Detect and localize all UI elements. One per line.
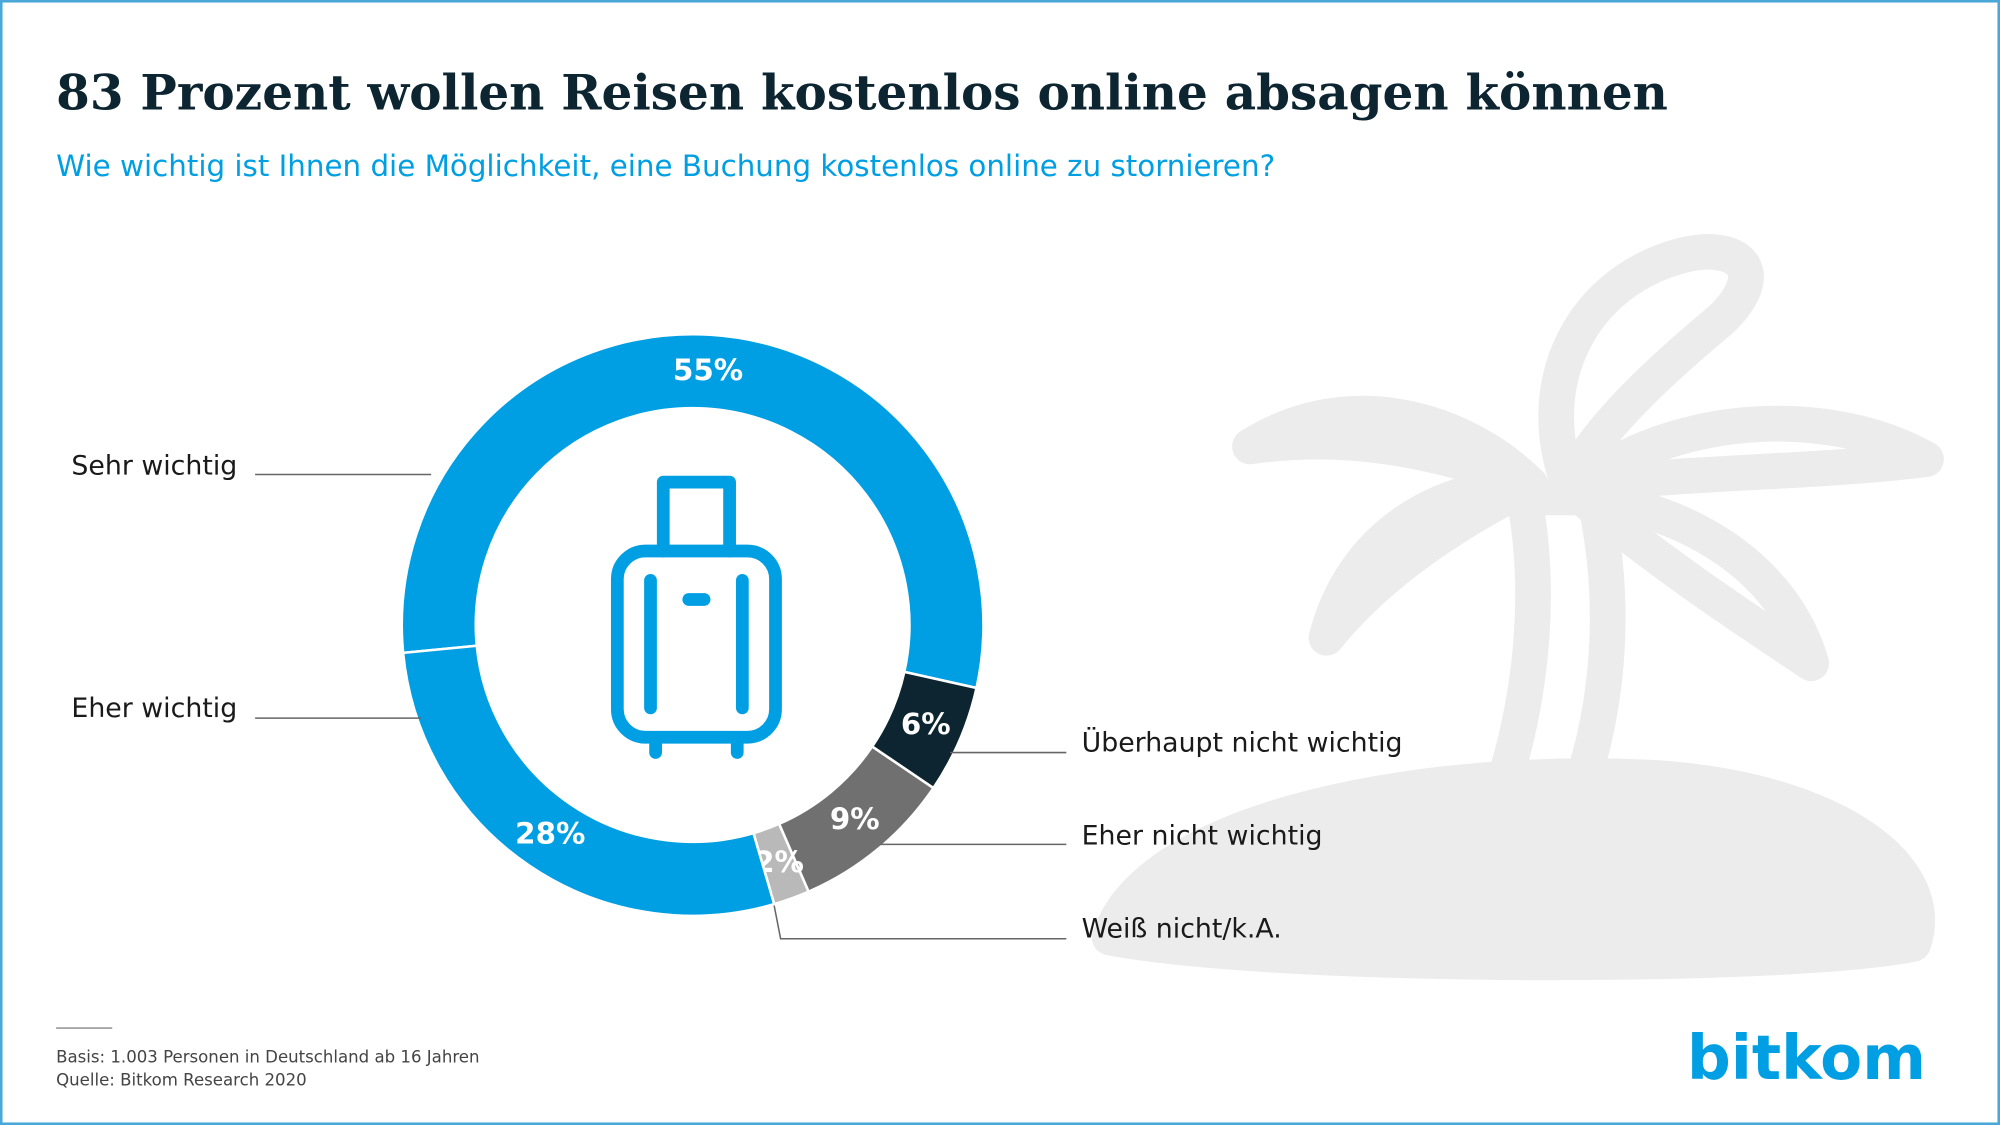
chart-title: 83 Prozent wollen Reisen kostenlos onlin… bbox=[56, 65, 1668, 122]
value-label: 28% bbox=[515, 817, 585, 851]
value-label: 9% bbox=[830, 802, 880, 836]
donut: 55% Sehr wichtig 6% Überhaupt nicht wichtig… bbox=[71, 332, 1403, 945]
category-label: Sehr wichtig bbox=[71, 450, 237, 481]
value-label: 55% bbox=[673, 353, 743, 387]
palm-decoration bbox=[1091, 234, 1944, 981]
category-label: Überhaupt nicht wichtig bbox=[1082, 726, 1403, 758]
value-label: 6% bbox=[901, 707, 951, 741]
donut-slice bbox=[400, 332, 985, 690]
footer-basis: Basis: 1.003 Personen in Deutschland ab … bbox=[56, 1048, 479, 1067]
chart-subtitle: Wie wichtig ist Ihnen die Möglichkeit, e… bbox=[56, 149, 1275, 183]
donut-slice bbox=[401, 644, 776, 918]
category-label: Eher wichtig bbox=[71, 693, 237, 724]
logo: bitkom bbox=[1687, 1023, 1926, 1094]
leader-line bbox=[770, 892, 1067, 940]
category-label: Weiß nicht/k.A. bbox=[1082, 913, 1282, 944]
footer-source: Quelle: Bitkom Research 2020 bbox=[56, 1070, 307, 1089]
category-label: Eher nicht wichtig bbox=[1082, 820, 1323, 851]
suitcase-icon bbox=[610, 475, 782, 759]
